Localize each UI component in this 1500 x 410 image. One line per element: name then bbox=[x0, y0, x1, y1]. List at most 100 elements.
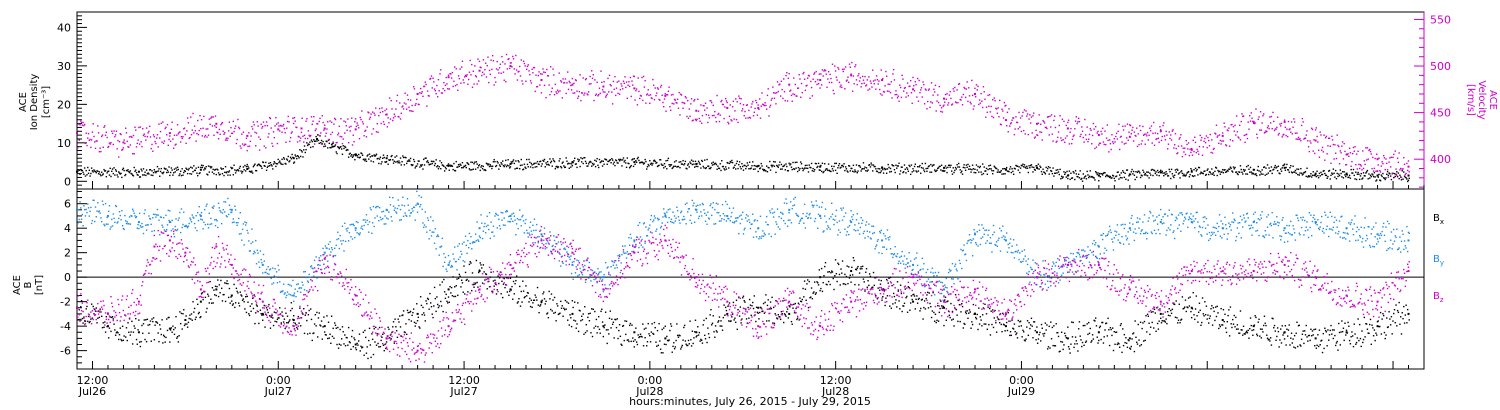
velocity-sample bbox=[587, 91, 590, 93]
velocity-sample bbox=[1380, 165, 1383, 167]
density-sample bbox=[831, 168, 834, 170]
density-sample bbox=[343, 147, 345, 150]
bx-point bbox=[1221, 319, 1224, 322]
velocity-sample bbox=[171, 121, 173, 123]
velocity-sample bbox=[389, 118, 392, 120]
density-sample bbox=[78, 169, 80, 171]
density-sample bbox=[705, 167, 707, 169]
velocity-point bbox=[1035, 122, 1038, 125]
bx-sample bbox=[882, 288, 885, 290]
velocity-sample bbox=[412, 86, 415, 88]
bx-sample bbox=[372, 353, 375, 356]
velocity-sample bbox=[654, 87, 656, 89]
density-sample bbox=[100, 174, 102, 177]
velocity-sample bbox=[325, 132, 327, 135]
density-sample bbox=[1067, 177, 1069, 180]
velocity-sample bbox=[614, 75, 616, 78]
bx-sample bbox=[528, 301, 530, 303]
density-sample bbox=[371, 155, 374, 157]
density-sample bbox=[115, 170, 118, 172]
velocity-sample bbox=[510, 62, 512, 64]
velocity-sample bbox=[508, 67, 511, 70]
density-sample bbox=[1334, 176, 1336, 178]
velocity-sample bbox=[1077, 121, 1079, 123]
density-sample bbox=[522, 168, 524, 171]
density-sample bbox=[491, 167, 493, 170]
density-sample bbox=[1295, 172, 1297, 174]
bx-sample bbox=[915, 298, 917, 301]
density-sample bbox=[846, 170, 848, 172]
density-sample bbox=[175, 167, 177, 169]
velocity-sample bbox=[585, 77, 588, 80]
density-sample bbox=[1031, 166, 1033, 168]
density-sample bbox=[1081, 180, 1084, 182]
velocity-sample bbox=[364, 130, 366, 132]
density-sample bbox=[279, 160, 281, 162]
bx-sample bbox=[350, 348, 352, 351]
density-sample bbox=[1173, 174, 1176, 176]
bx-sample bbox=[741, 297, 744, 299]
velocity-sample bbox=[1344, 150, 1346, 153]
density-sample bbox=[956, 164, 958, 166]
density-sample bbox=[465, 166, 468, 169]
velocity-sample bbox=[1382, 154, 1385, 157]
bx-sample bbox=[907, 286, 910, 288]
density-sample bbox=[735, 168, 737, 170]
velocity-sample bbox=[810, 86, 813, 89]
density-sample bbox=[1338, 174, 1341, 177]
velocity-sample bbox=[80, 121, 83, 124]
velocity-sample bbox=[293, 117, 296, 119]
velocity-sample bbox=[535, 74, 537, 76]
velocity-sample bbox=[1012, 117, 1015, 119]
density-sample bbox=[937, 167, 939, 170]
bx-sample bbox=[654, 326, 656, 329]
bx-sample bbox=[831, 270, 833, 272]
density-sample bbox=[80, 169, 83, 172]
bx-sample bbox=[769, 308, 771, 310]
velocity-sample bbox=[949, 90, 951, 93]
bx-sample bbox=[268, 303, 270, 306]
density-sample bbox=[296, 157, 298, 160]
velocity-sample bbox=[364, 129, 367, 132]
density-sample bbox=[314, 140, 317, 142]
bx-sample bbox=[824, 265, 826, 268]
velocity-sample bbox=[1262, 113, 1265, 115]
velocity-sample bbox=[857, 75, 859, 77]
density-sample bbox=[753, 164, 755, 167]
velocity-sample bbox=[94, 141, 96, 143]
density-sample bbox=[332, 142, 334, 144]
density-sample bbox=[174, 171, 176, 173]
density-sample bbox=[153, 169, 156, 171]
bx-sample bbox=[760, 307, 762, 309]
density-sample bbox=[312, 145, 314, 148]
density-sample bbox=[462, 166, 464, 169]
velocity-sample bbox=[83, 123, 86, 126]
velocity-sample bbox=[644, 79, 646, 82]
density-sample bbox=[295, 155, 297, 158]
density-sample bbox=[1161, 170, 1163, 173]
velocity-sample bbox=[1277, 134, 1280, 136]
velocity-sample bbox=[845, 80, 848, 82]
bx-sample bbox=[567, 302, 570, 304]
density-sample bbox=[1007, 170, 1009, 172]
bx-sample bbox=[669, 329, 671, 332]
density-sample bbox=[1353, 174, 1355, 177]
velocity-sample bbox=[740, 98, 742, 100]
bx-sample bbox=[241, 295, 243, 297]
bx-sample bbox=[633, 346, 636, 348]
density-sample bbox=[857, 170, 859, 172]
density-sample bbox=[1124, 172, 1126, 175]
bx-sample bbox=[735, 321, 737, 324]
bx-sample bbox=[508, 290, 511, 293]
density-sample bbox=[1132, 170, 1135, 173]
bx-sample bbox=[311, 339, 313, 342]
bx-sample bbox=[858, 272, 861, 274]
bx-sample bbox=[667, 340, 670, 342]
density-sample bbox=[1354, 178, 1356, 180]
velocity-sample bbox=[244, 143, 246, 145]
velocity-sample bbox=[162, 121, 164, 123]
bx-sample bbox=[298, 322, 300, 324]
velocity-sample bbox=[398, 116, 400, 118]
velocity-sample bbox=[272, 131, 275, 133]
velocity-sample bbox=[1115, 132, 1118, 135]
